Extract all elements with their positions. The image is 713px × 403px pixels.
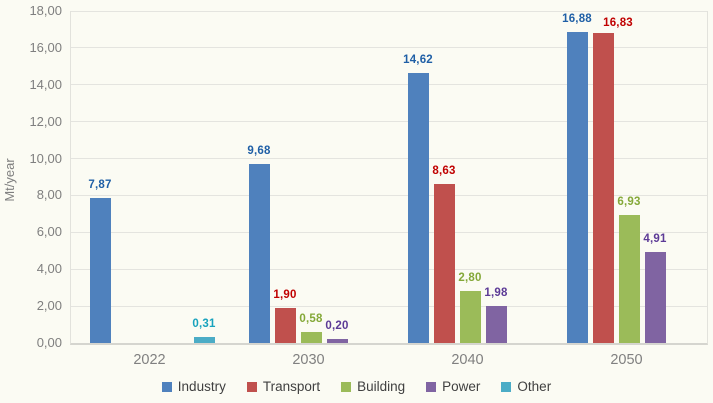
gridline bbox=[71, 194, 707, 196]
bar-industry-2040 bbox=[407, 73, 429, 343]
bar-building-2030 bbox=[300, 332, 322, 343]
bar-value-label-industry-2050: 16,88 bbox=[562, 12, 592, 25]
y-tick-label: 10,00 bbox=[29, 150, 62, 166]
bar-industry-2030 bbox=[248, 164, 270, 343]
legend-swatch-icon-industry bbox=[161, 381, 172, 392]
y-tick-label: 12,00 bbox=[29, 113, 62, 129]
legend-label-transport: Transport bbox=[262, 379, 321, 394]
legend-item-industry: Industry bbox=[161, 379, 226, 394]
bar-building-2050 bbox=[618, 215, 640, 343]
legend-label-building: Building bbox=[357, 379, 406, 394]
bar-value-label-building-2030: 0,58 bbox=[299, 313, 323, 326]
bar-transport-2050 bbox=[592, 32, 614, 343]
bar-value-label-transport-2040: 8,63 bbox=[432, 164, 456, 177]
y-tick-label: 16,00 bbox=[29, 39, 62, 55]
y-tick-label: 8,00 bbox=[36, 187, 62, 203]
x-tick-label-2050: 2050 bbox=[610, 352, 643, 368]
bar-value-label-industry-2030: 9,68 bbox=[247, 145, 271, 158]
legend-swatch-icon-transport bbox=[246, 381, 257, 392]
legend-label-other: Other bbox=[517, 379, 552, 394]
bar-value-label-power-2040: 1,98 bbox=[484, 287, 508, 300]
bar-industry-2022 bbox=[89, 197, 111, 343]
legend-swatch-icon-building bbox=[341, 381, 352, 392]
x-tick-label-2040: 2040 bbox=[451, 352, 484, 368]
legend-label-power: Power bbox=[442, 379, 481, 394]
bar-value-label-other-2022: 0,31 bbox=[192, 318, 216, 331]
bar-transport-2030 bbox=[274, 307, 296, 343]
legend-item-transport: Transport bbox=[246, 379, 321, 394]
x-tick-label-2030: 2030 bbox=[292, 352, 325, 368]
bar-value-label-industry-2040: 14,62 bbox=[403, 54, 433, 67]
bar-value-label-building-2050: 6,93 bbox=[617, 196, 641, 209]
bar-value-label-power-2030: 0,20 bbox=[325, 320, 349, 333]
legend: Industry Transport Building Power Other bbox=[0, 379, 713, 394]
bar-industry-2050 bbox=[566, 31, 588, 343]
y-tick-label: 4,00 bbox=[36, 261, 62, 277]
legend-item-power: Power bbox=[426, 379, 480, 394]
bar-value-label-power-2050: 4,91 bbox=[643, 233, 667, 246]
bar-value-label-building-2040: 2,80 bbox=[458, 272, 482, 285]
y-tick-label: 6,00 bbox=[36, 224, 62, 240]
gridline bbox=[71, 84, 707, 86]
legend-swatch-icon-power bbox=[426, 381, 437, 392]
gridline bbox=[71, 231, 707, 233]
y-tick-label: 0,00 bbox=[36, 335, 62, 350]
gridline bbox=[71, 268, 707, 270]
gridline bbox=[71, 305, 707, 307]
legend-swatch-icon-other bbox=[501, 381, 512, 392]
gridline bbox=[71, 10, 707, 12]
gridline bbox=[71, 158, 707, 160]
bar-other-2022 bbox=[193, 337, 215, 343]
plot-area: 7,87 0,31 9,68 1,90 0,58 0,20 14,62 8,63 2,80 1,9… bbox=[70, 10, 708, 345]
bar-value-label-transport-2050: 16,83 bbox=[603, 16, 633, 29]
gridline bbox=[71, 121, 707, 123]
y-tick-label: 2,00 bbox=[36, 298, 62, 314]
bar-power-2040 bbox=[485, 306, 507, 343]
y-tick-label: 18,00 bbox=[29, 3, 62, 18]
bar-transport-2040 bbox=[433, 183, 455, 343]
bar-building-2040 bbox=[459, 291, 481, 343]
legend-item-other: Other bbox=[501, 379, 551, 394]
y-axis-tick-labels: 0,00 2,00 4,00 6,00 8,00 10,00 12,00 14,00 16,00… bbox=[0, 0, 62, 403]
bar-value-label-industry-2022: 7,87 bbox=[88, 178, 112, 191]
bar-power-2030 bbox=[326, 339, 348, 343]
bar-power-2050 bbox=[644, 252, 666, 343]
gridline bbox=[71, 47, 707, 49]
y-tick-label: 14,00 bbox=[29, 76, 62, 92]
legend-item-building: Building bbox=[341, 379, 405, 394]
x-tick-label-2022: 2022 bbox=[133, 352, 166, 368]
legend-label-industry: Industry bbox=[177, 379, 226, 394]
bar-value-label-transport-2030: 1,90 bbox=[273, 288, 297, 301]
